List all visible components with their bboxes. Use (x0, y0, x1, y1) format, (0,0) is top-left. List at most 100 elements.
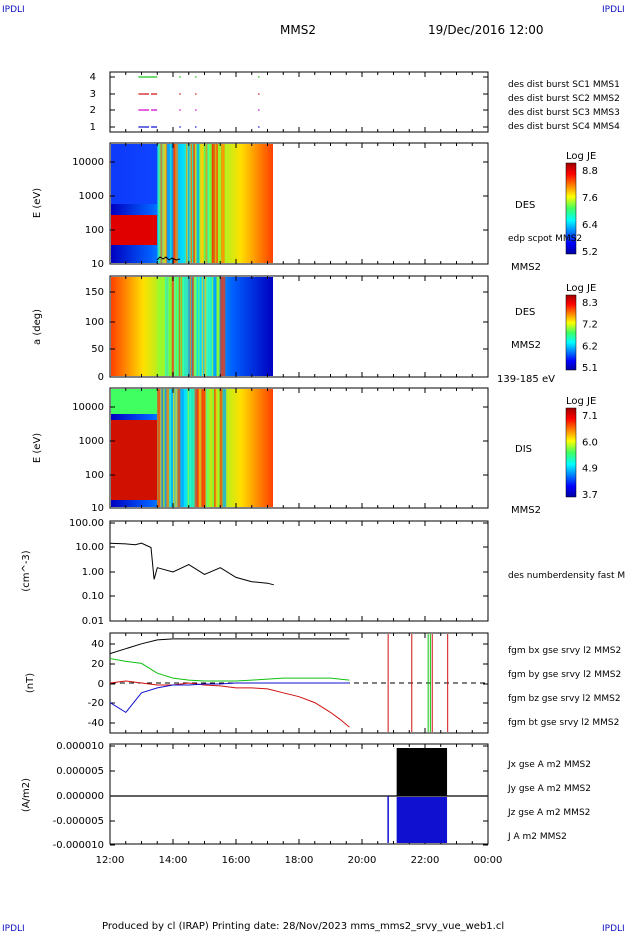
y-tick-label: 1 (90, 122, 96, 133)
heatmap-stripe (162, 144, 164, 263)
des-energy-colorbar (565, 162, 577, 255)
density-legend-entry: des numberdensity fast M (508, 571, 625, 581)
y-tick-label: 10000 (72, 402, 104, 413)
heatmap-stripe (211, 277, 214, 376)
heatmap-stripe (164, 277, 169, 376)
heatmap-stripe (198, 389, 201, 507)
y-axis-label: (A/m2) (21, 778, 32, 812)
overlay-label: edp scpot MMS2 (508, 234, 582, 244)
des-energy-heatmap-top (111, 144, 157, 204)
x-tick-label: 00:00 (474, 855, 503, 866)
y-tick-label: 40 (91, 639, 104, 650)
y-tick-label: -20 (88, 698, 104, 709)
heatmap-stripe (206, 144, 210, 263)
colorbar-tick-label: 6.2 (582, 341, 598, 352)
species-label: DES (515, 200, 535, 211)
burst-legend-entry: des dist burst SC4 MMS4 (508, 122, 620, 132)
corner-label-bl: IPDLI (2, 924, 25, 934)
colorbar-title: Log JE (566, 283, 596, 294)
y-tick-label: 0 (98, 679, 104, 690)
colorbar-tick-label: 5.2 (582, 247, 598, 258)
colorbar-title: Log JE (566, 396, 596, 407)
heatmap-stripe (171, 144, 174, 263)
y-tick-label: -0.000010 (53, 840, 104, 851)
spacecraft-title: MMS2 (280, 23, 316, 37)
heatmap-stripe (214, 389, 217, 507)
y-axis-label: E (eV) (32, 188, 43, 218)
heatmap-stripe (157, 144, 160, 263)
density-panel-frame (109, 520, 489, 622)
bfield-series (109, 638, 350, 655)
burst-panel-frame (109, 71, 489, 133)
datetime-title: 19/Dec/2016 12:00 (428, 23, 544, 37)
heatmap-stripe (179, 389, 184, 507)
heatmap-stripe (193, 144, 197, 263)
y-axis-label: (nT) (25, 673, 36, 693)
x-tick-label: 12:00 (96, 855, 125, 866)
heatmap-stripe (219, 389, 223, 507)
heatmap-stripe (177, 277, 179, 376)
heatmap-stripe (189, 277, 194, 376)
y-tick-label: 4 (90, 72, 96, 83)
colorbar-tick-label: 7.6 (582, 193, 598, 204)
des-pitch-colorbar (565, 294, 577, 371)
heatmap-stripe (158, 144, 161, 263)
bfield-series (109, 682, 350, 714)
scpot-trace (156, 256, 181, 261)
burst-legend-entry: des dist burst SC1 MMS1 (508, 80, 620, 90)
y-tick-label: 100 (85, 317, 104, 328)
heatmap-stripe (157, 389, 161, 507)
x-tick-label: 14:00 (159, 855, 188, 866)
y-axis-label: E (eV) (32, 433, 43, 463)
heatmap-stripe (200, 144, 205, 263)
heatmap-stripe (216, 277, 220, 376)
heatmap-stripe (220, 144, 225, 263)
species-label: DIS (515, 444, 532, 455)
current-burst-positive (396, 748, 448, 796)
heatmap-stripe (177, 389, 181, 507)
heatmap-stripe (198, 277, 200, 376)
heatmap-variability-stripes (157, 144, 227, 507)
x-tick-label: 16:00 (222, 855, 251, 866)
heatmap-stripe (208, 277, 213, 376)
heatmap-stripe (194, 389, 199, 507)
dis-energy-colorbar (565, 407, 577, 498)
heatmap-stripe (171, 277, 174, 376)
y-tick-label: 10 (91, 259, 104, 270)
bfield-series (109, 680, 350, 728)
y-tick-label: 150 (85, 287, 104, 298)
current-legend-entry: Jz gse A m2 MMS2 (507, 808, 590, 818)
heatmap-stripe (173, 277, 176, 376)
spacecraft-label: MMS2 (511, 340, 541, 351)
heatmap-stripe (216, 144, 218, 263)
heatmap-stripe (164, 144, 168, 263)
current-legend-entry: Jx gse A m2 MMS2 (507, 760, 591, 770)
heatmap-stripe (211, 144, 216, 263)
bfield-series (109, 658, 350, 682)
heatmap-stripe (216, 277, 218, 376)
heatmap-stripe (191, 277, 194, 376)
y-tick-label: 0.000005 (56, 766, 104, 777)
heatmap-stripe (193, 144, 196, 263)
x-tick-label: 20:00 (348, 855, 377, 866)
heatmap-stripe (222, 277, 226, 376)
x-tick-label: 22:00 (411, 855, 440, 866)
des-energy-heatmap-low (111, 215, 157, 245)
colorbar-tick-label: 4.9 (582, 464, 598, 475)
y-tick-label: 100 (85, 225, 104, 236)
bfield-legend-entry: fgm bz gse srvy l2 MMS2 (508, 694, 621, 704)
heatmap-stripe (160, 144, 165, 263)
y-tick-label: 2 (90, 105, 96, 116)
bfield-legend-entry: fgm bt gse srvy l2 MMS2 (508, 718, 619, 728)
heatmap-stripe (157, 277, 161, 376)
y-tick-label: 100.00 (69, 518, 104, 529)
heatmap-stripe (169, 144, 172, 263)
bfield-legend-entry: fgm bx gse srvy l2 MMS2 (508, 646, 621, 656)
y-tick-label: 0.000000 (56, 791, 104, 802)
heatmap-stripe (162, 277, 165, 376)
heatmap-stripe (196, 144, 200, 263)
heatmap-stripe (193, 277, 197, 376)
heatmap-stripe (184, 277, 189, 376)
y-tick-label: 3 (90, 89, 96, 100)
